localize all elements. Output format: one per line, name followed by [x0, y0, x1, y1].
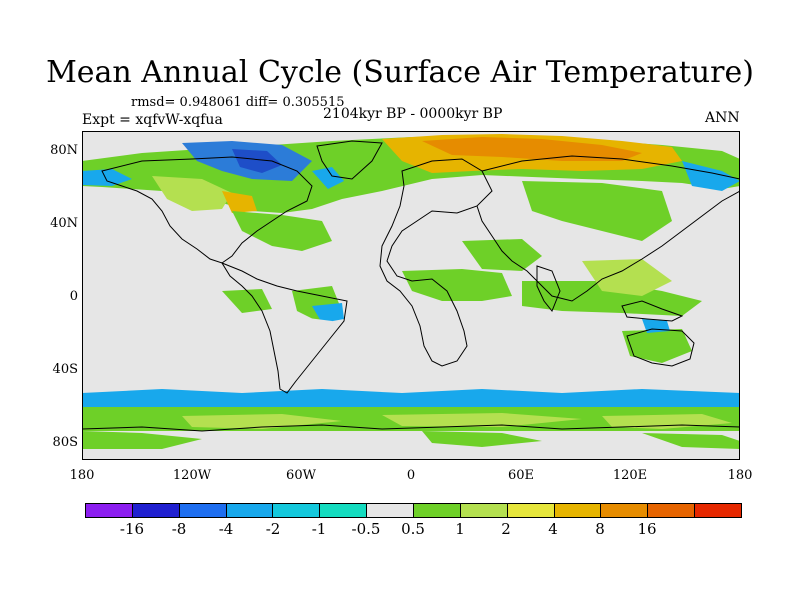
- colorbar-segment: [507, 504, 555, 517]
- lon-label-180w: 180: [69, 468, 95, 483]
- colorbar-segment: [648, 504, 696, 517]
- colorbar-segment: [179, 504, 227, 517]
- colorbar-label: -16: [119, 520, 145, 538]
- colorbar-label: 4: [548, 520, 558, 538]
- anomaly-fill: [82, 134, 740, 460]
- lon-label-0: 0: [406, 468, 416, 483]
- colorbar-label: -0.5: [351, 520, 381, 538]
- colorbar-label: 0.5: [401, 520, 425, 538]
- lat-label-40s: 40S: [52, 362, 78, 377]
- colorbar-segment: [320, 504, 368, 517]
- colorbar-label: -1: [311, 520, 327, 538]
- colorbar-label: 8: [595, 520, 605, 538]
- period-label: 2104kyr BP - 0000kyr BP: [323, 106, 503, 122]
- lon-label-120w: 120W: [172, 468, 212, 483]
- colorbar-label: 2: [501, 520, 511, 538]
- map-title: Mean Annual Cycle (Surface Air Temperatu…: [46, 55, 754, 90]
- season-label: ANN: [705, 110, 740, 126]
- colorbar-segment: [695, 504, 742, 517]
- lat-label-40n: 40N: [50, 216, 78, 231]
- coastlines: [82, 140, 740, 432]
- lon-label-180e: 180: [727, 468, 753, 483]
- colorbar-segment: [226, 504, 274, 517]
- lat-label-80n: 80N: [50, 143, 78, 158]
- colorbar-segment: [554, 504, 602, 517]
- colorbar-segment: [367, 504, 415, 517]
- lat-label-80s: 80S: [52, 435, 78, 450]
- rmsd-diff-stats: rmsd= 0.948061 diff= 0.305515: [131, 95, 345, 110]
- temperature-anomaly-map: [82, 131, 740, 460]
- colorbar-segment: [132, 504, 180, 517]
- colorbar-label: -2: [265, 520, 281, 538]
- colorbar: [85, 503, 742, 518]
- lon-label-60w: 60W: [286, 468, 316, 483]
- lat-label-0: 0: [69, 289, 78, 304]
- colorbar-segment: [273, 504, 321, 517]
- colorbar-segment: [414, 504, 461, 517]
- experiment-label: Expt = xqfvW-xqfua: [82, 112, 223, 128]
- colorbar-segment: [601, 504, 649, 517]
- lon-label-60e: 60E: [507, 468, 535, 483]
- colorbar-label: 1: [455, 520, 465, 538]
- colorbar-label: 16: [637, 520, 657, 538]
- colorbar-label: -8: [171, 520, 187, 538]
- colorbar-segment: [86, 504, 133, 517]
- map-frame: [82, 131, 740, 460]
- lon-label-120e: 120E: [612, 468, 648, 483]
- colorbar-label: -4: [218, 520, 234, 538]
- colorbar-segment: [460, 504, 508, 517]
